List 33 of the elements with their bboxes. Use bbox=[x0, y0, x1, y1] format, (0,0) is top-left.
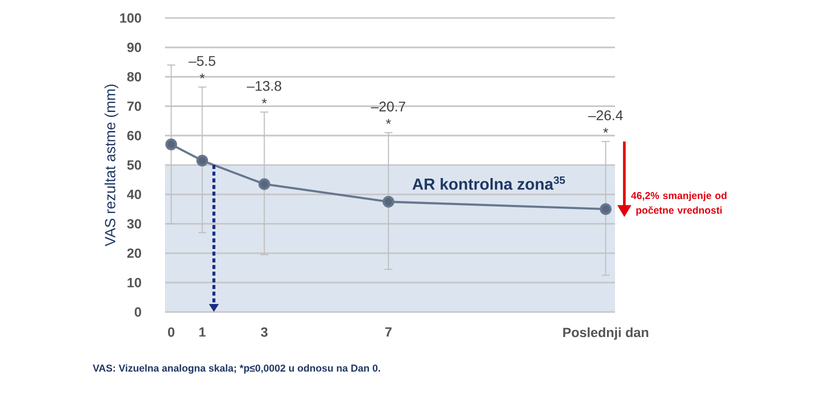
annotation: –13.8 bbox=[246, 80, 282, 91]
annotation: * bbox=[262, 98, 267, 104]
y-tick-label: 20 bbox=[127, 248, 142, 258]
y-tick-label: 90 bbox=[127, 42, 142, 52]
text: VAS: Vizuelna analogna skala; *p≤0,0002 u odnosu na Dan 0. bbox=[92, 364, 380, 374]
x-tick-label: 3 bbox=[260, 327, 268, 337]
point bbox=[165, 138, 178, 150]
y-axis-title: VAS rezultat astme (mm) bbox=[104, 84, 118, 246]
y-tick-label: 70 bbox=[127, 101, 142, 111]
x-tick-label: 0 bbox=[168, 327, 174, 337]
y-tick-label: 30 bbox=[127, 219, 142, 229]
y-tick-label: 50 bbox=[127, 160, 142, 170]
annotation: * bbox=[200, 73, 205, 78]
x-tick-label: 7 bbox=[385, 327, 392, 337]
y-tick-label: 0 bbox=[134, 307, 142, 317]
band-label: AR kontrolna zona$^{35}$ bbox=[412, 176, 565, 190]
point bbox=[382, 196, 394, 208]
x-tick-label: 1 bbox=[199, 327, 206, 337]
annotation: –26.4 bbox=[588, 110, 623, 120]
annotation: –20.7 bbox=[370, 102, 406, 112]
annotation: * bbox=[603, 128, 608, 133]
point bbox=[196, 154, 208, 166]
y-tick-label: 40 bbox=[127, 190, 142, 200]
point bbox=[600, 203, 612, 215]
y-tick-label: 60 bbox=[127, 130, 142, 140]
annotation: * bbox=[386, 119, 391, 124]
annotation: –5.5 bbox=[188, 56, 216, 66]
text: 46,2% smanjenje od početne vrednosti bbox=[631, 192, 726, 216]
y-tick-label: 80 bbox=[127, 72, 142, 82]
point bbox=[258, 178, 270, 190]
x-tick-label: Poslednji dan bbox=[563, 327, 648, 340]
y-tick-label: 100 bbox=[120, 13, 142, 23]
y-tick-label: 10 bbox=[128, 278, 142, 288]
